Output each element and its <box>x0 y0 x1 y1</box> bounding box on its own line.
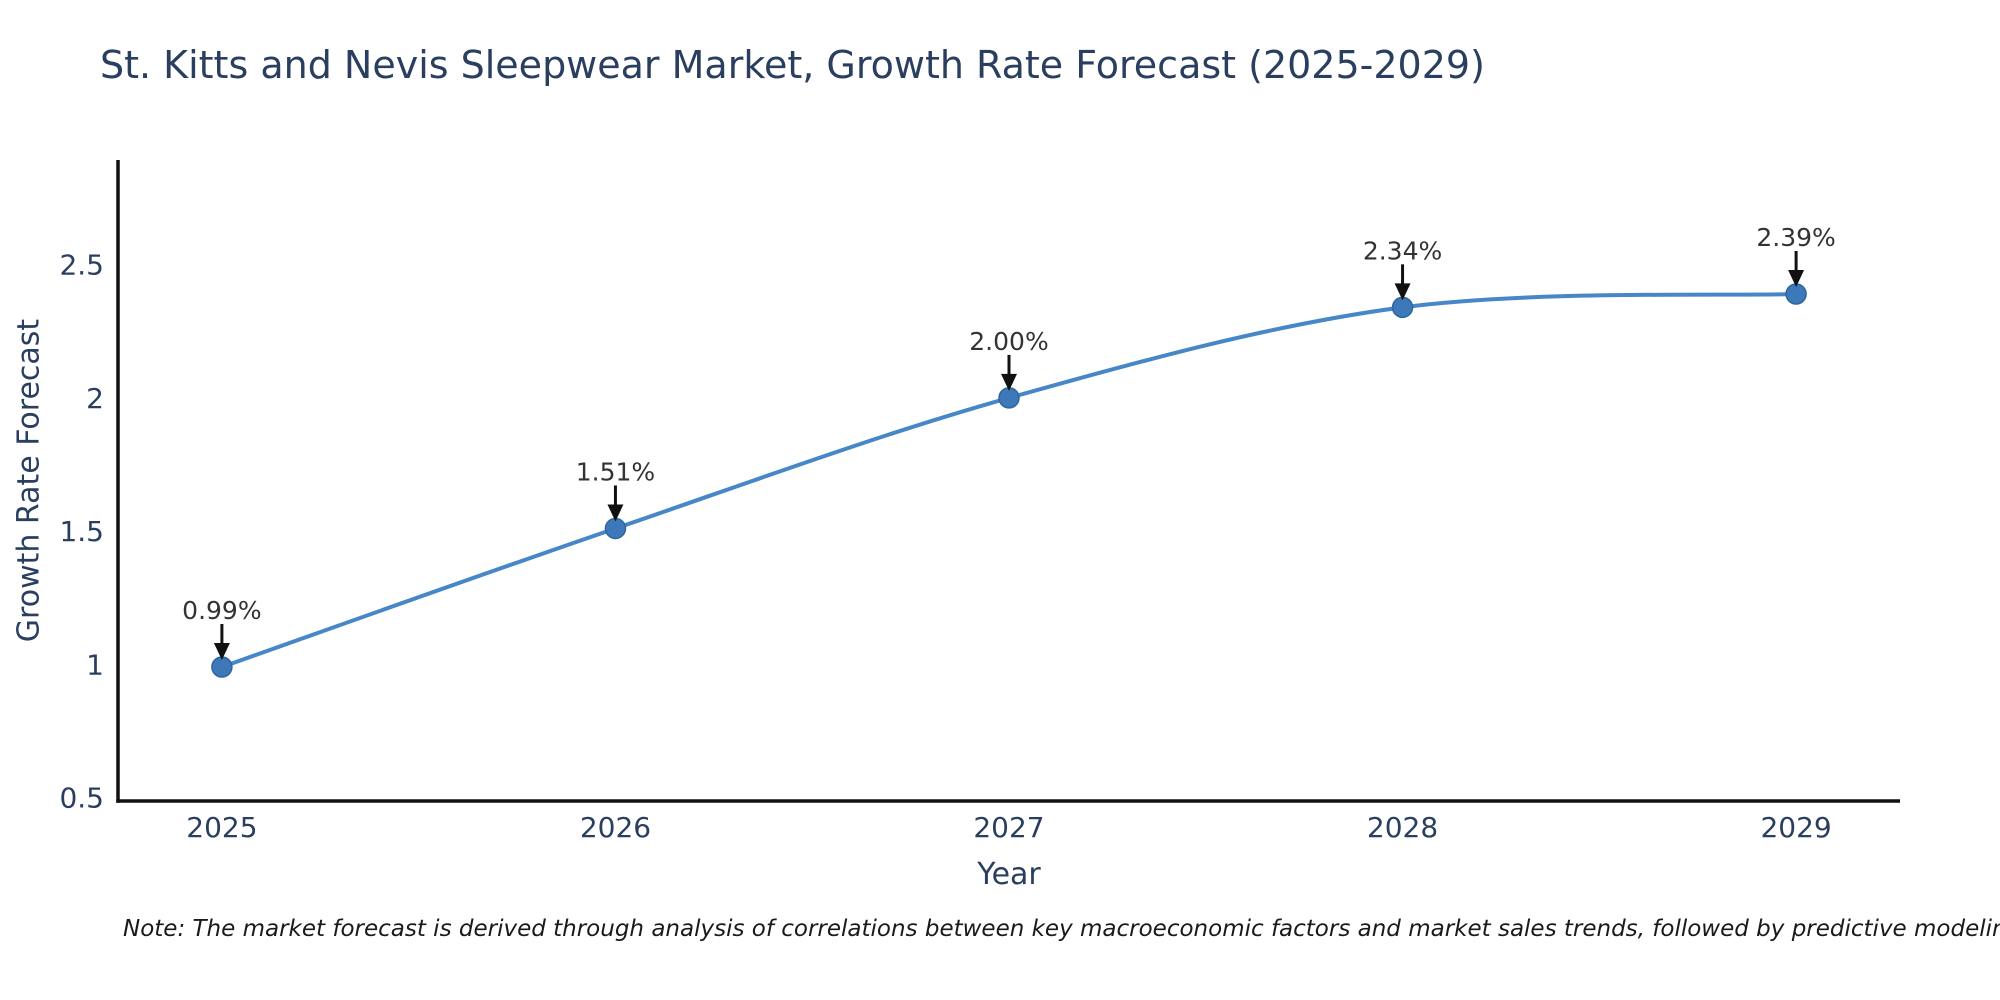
y-tick-1.5: 1.5 <box>59 515 104 548</box>
footnote: Note: The market forecast is derived thr… <box>123 916 2000 942</box>
annotation-label-2025: 0.99% <box>182 596 261 625</box>
chart-title: St. Kitts and Nevis Sleepwear Market, Gr… <box>100 43 1485 87</box>
x-axis-title: Year <box>976 857 1041 892</box>
y-axis-title: Growth Rate Forecast <box>12 319 47 643</box>
y-tick-1: 1 <box>86 648 104 681</box>
annotation-arrowhead-icon <box>1001 373 1017 391</box>
x-tick-2029: 2029 <box>1760 811 1831 844</box>
x-tick-2027: 2027 <box>973 811 1044 844</box>
annotation-arrowhead-icon <box>607 504 624 522</box>
x-tick-2028: 2028 <box>1367 811 1438 844</box>
annotation-arrowhead-icon <box>1788 270 1805 288</box>
x-tick-2025: 2025 <box>186 811 257 844</box>
annotation-label-2029: 2.39% <box>1756 223 1835 252</box>
y-tick-0.5: 0.5 <box>59 782 104 815</box>
annotation-arrowhead-icon <box>213 642 230 660</box>
y-tick-2: 2 <box>86 382 104 415</box>
annotation-label-2027: 2.00% <box>969 327 1048 356</box>
annotation-label-2028: 2.34% <box>1363 236 1442 265</box>
annotation-label-2026: 1.51% <box>576 457 655 486</box>
annotation-arrowhead-icon <box>1394 283 1411 301</box>
y-tick-2.5: 2.5 <box>59 249 104 282</box>
x-tick-2026: 2026 <box>580 811 651 844</box>
